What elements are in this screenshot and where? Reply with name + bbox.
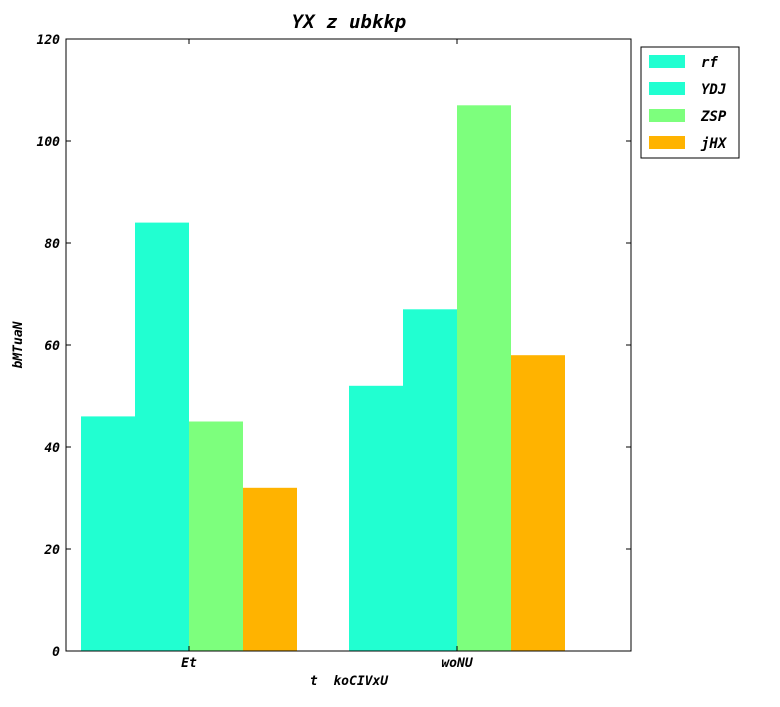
x-axis-label: t koCIVxU xyxy=(310,674,389,689)
legend-swatch-YDJ xyxy=(649,82,685,95)
bar-rf-Et xyxy=(81,416,135,651)
plot-frame xyxy=(65,38,632,652)
legend-label-rf: rf xyxy=(701,55,718,71)
y-tick-label: 40 xyxy=(44,441,60,456)
legend-label-YDJ: YDJ xyxy=(701,82,726,98)
legend-swatch-ZSP xyxy=(649,109,685,122)
bar-ZSP-Et xyxy=(189,421,243,651)
legend-swatch-jHX xyxy=(649,136,685,149)
y-tick-label: 0 xyxy=(52,645,60,660)
bar-ZSP-woNU xyxy=(457,105,511,652)
legend-label-jHX: jHX xyxy=(700,136,728,152)
bar-YDJ-woNU xyxy=(403,309,457,651)
legend-swatch-rf xyxy=(649,55,685,68)
bar-rf-woNU xyxy=(349,385,403,651)
x-tick-label: Et xyxy=(181,656,197,671)
y-tick-label: 20 xyxy=(43,543,60,558)
chart-title: YX z ubkkp xyxy=(292,11,406,33)
x-tick-label: woNU xyxy=(441,656,473,671)
plot-area: 0 20 40 60 80 100 120 Et woNU xyxy=(37,33,631,671)
legend: rf YDJ ZSP jHX xyxy=(640,46,740,159)
bar-YDJ-Et xyxy=(135,222,189,651)
y-tick-label: 80 xyxy=(44,237,60,252)
y-tick-label: 100 xyxy=(37,135,61,150)
y-tick-label: 120 xyxy=(37,33,61,48)
y-tick-label: 60 xyxy=(44,339,60,354)
y-axis-label: bMTuaN xyxy=(11,321,26,368)
bar-jHX-woNU xyxy=(511,355,565,651)
bar-jHX-Et xyxy=(243,487,297,651)
legend-label-ZSP: ZSP xyxy=(700,109,727,125)
